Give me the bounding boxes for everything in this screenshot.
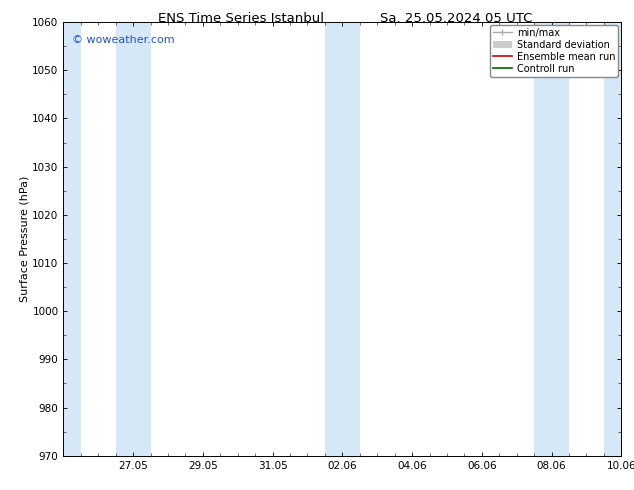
Legend: min/max, Standard deviation, Ensemble mean run, Controll run: min/max, Standard deviation, Ensemble me… — [489, 25, 618, 76]
Bar — [63, 22, 81, 456]
Bar — [534, 22, 569, 456]
Text: ENS Time Series Istanbul: ENS Time Series Istanbul — [158, 12, 324, 25]
Bar — [325, 22, 359, 456]
Text: Sa. 25.05.2024 05 UTC: Sa. 25.05.2024 05 UTC — [380, 12, 533, 25]
Y-axis label: Surface Pressure (hPa): Surface Pressure (hPa) — [20, 176, 30, 302]
Text: © woweather.com: © woweather.com — [72, 35, 174, 45]
Bar — [115, 22, 150, 456]
Bar — [604, 22, 621, 456]
